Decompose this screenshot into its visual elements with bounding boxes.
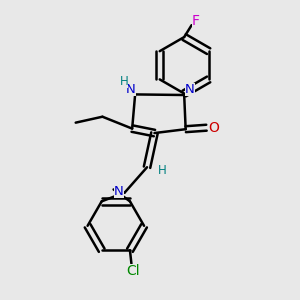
- Text: H: H: [158, 164, 166, 177]
- Text: N: N: [114, 184, 124, 197]
- Text: N: N: [126, 82, 136, 96]
- Text: F: F: [192, 14, 200, 28]
- Text: N: N: [185, 83, 195, 96]
- Text: O: O: [208, 121, 219, 135]
- Text: Cl: Cl: [126, 264, 140, 278]
- Text: H: H: [119, 75, 128, 88]
